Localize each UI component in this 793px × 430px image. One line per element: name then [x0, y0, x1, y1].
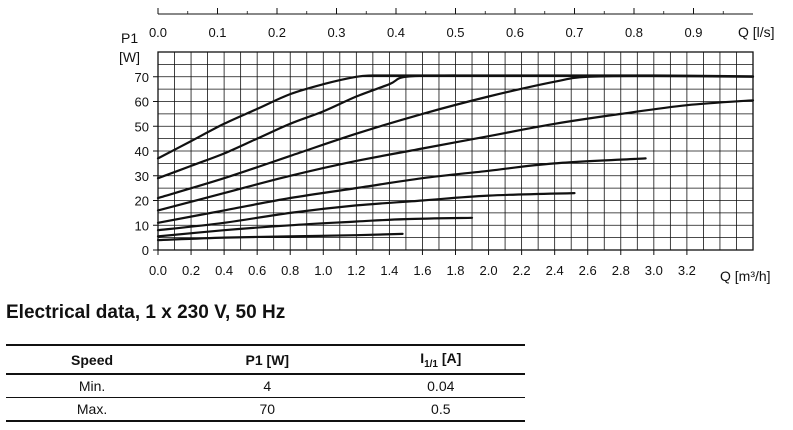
header-current: I1/1 [A]	[356, 344, 525, 375]
x-top-tick-label: 0.3	[327, 25, 345, 40]
cell-current: 0.04	[356, 374, 525, 398]
x-bottom-tick-label: 2.0	[480, 263, 498, 278]
power-curve-8	[156, 232, 404, 242]
x-bottom-tick-label: 1.0	[314, 263, 332, 278]
x-axis-bottom-label: Q [m³/h]	[720, 268, 771, 284]
x-top-tick-label: 0.4	[387, 25, 405, 40]
x-bottom-tick-label: 0.8	[281, 263, 299, 278]
cell-speed: Max.	[6, 397, 179, 422]
x-bottom-tick-label: 3.2	[678, 263, 696, 278]
table-row: Min. 4 0.04	[6, 374, 525, 398]
x-axis-top-ticks: 0.0 0.1 0.2 0.3 0.4 0.5 0.6 0.7 0.8 0.9	[149, 8, 724, 40]
x-bottom-tick-label: 2.8	[612, 263, 630, 278]
x-bottom-tick-label: 1.4	[380, 263, 398, 278]
electrical-data-table: Speed P1 [W] I1/1 [A] Min. 4 0.04 Max. 7…	[6, 344, 525, 422]
cell-current: 0.5	[356, 397, 525, 422]
x-top-tick-label: 0.2	[268, 25, 286, 40]
header-current-symbol: I	[420, 349, 425, 366]
x-bottom-tick-label: 0.6	[248, 263, 266, 278]
y-tick-label: 50	[135, 119, 149, 134]
x-bottom-tick-label: 2.4	[546, 263, 564, 278]
header-current-unit: [A]	[438, 349, 462, 366]
header-speed: Speed	[6, 344, 179, 375]
x-top-tick-label: 0.7	[565, 25, 583, 40]
power-curve-5	[156, 157, 647, 224]
x-top-tick-label: 0.8	[625, 25, 643, 40]
x-top-tick-label: 0.9	[684, 25, 702, 40]
power-curve-3	[156, 74, 755, 200]
power-curve-4	[156, 99, 755, 212]
x-bottom-tick-label: 3.0	[645, 263, 663, 278]
x-bottom-tick-label: 2.6	[579, 263, 597, 278]
y-tick-label: 10	[135, 218, 149, 233]
cell-speed: Min.	[6, 374, 179, 398]
x-bottom-tick-label: 1.6	[413, 263, 431, 278]
x-bottom-tick-label: 1.8	[446, 263, 464, 278]
y-tick-label: 30	[135, 169, 149, 184]
cell-p1: 70	[178, 397, 357, 422]
table-header-row: Speed P1 [W] I1/1 [A]	[6, 344, 525, 375]
x-bottom-tick-label: 1.2	[347, 263, 365, 278]
power-curve-6	[156, 192, 576, 232]
power-curves	[156, 74, 755, 242]
y-tick-label: 70	[135, 70, 149, 85]
x-top-tick-label: 0.0	[149, 25, 167, 40]
x-top-tick-label: 0.1	[208, 25, 226, 40]
x-axis-bottom-ticks: 0.0 0.2 0.4 0.6 0.8 1.0 1.2 1.4 1.6 1.8 2.0 2.2 2.4 2…	[149, 250, 696, 278]
x-bottom-tick-label: 0.4	[215, 263, 233, 278]
y-tick-label: 40	[135, 144, 149, 159]
power-curve-2	[156, 74, 755, 180]
y-tick-label: 20	[135, 194, 149, 209]
y-axis-label: P1	[121, 30, 138, 46]
x-top-tick-label: 0.5	[446, 25, 464, 40]
x-bottom-tick-label: 0.2	[182, 263, 200, 278]
y-tick-label: 0	[142, 243, 149, 258]
header-current-subscript: 1/1	[424, 358, 438, 370]
table-row: Max. 70 0.5	[6, 397, 525, 422]
x-axis-top-label: Q [l/s]	[738, 24, 775, 40]
x-bottom-tick-label: 0.0	[149, 263, 167, 278]
power-curve-7	[156, 216, 474, 238]
y-tick-label: 60	[135, 95, 149, 110]
y-axis-ticks: 0 10 20 30 40 50 60 70	[135, 70, 158, 258]
y-axis-unit: [W]	[119, 49, 140, 65]
cell-p1: 4	[178, 374, 357, 398]
header-p1: P1 [W]	[178, 344, 357, 375]
pump-power-chart: 0.0 0.2 0.4 0.6 0.8 1.0 1.2 1.4 1.6 1.8 2.0 2.2 2.4 2…	[119, 8, 775, 284]
power-curve-1	[156, 74, 457, 160]
x-bottom-tick-label: 2.2	[513, 263, 531, 278]
electrical-data-title: Electrical data, 1 x 230 V, 50 Hz	[6, 302, 286, 323]
x-top-tick-label: 0.6	[506, 25, 524, 40]
